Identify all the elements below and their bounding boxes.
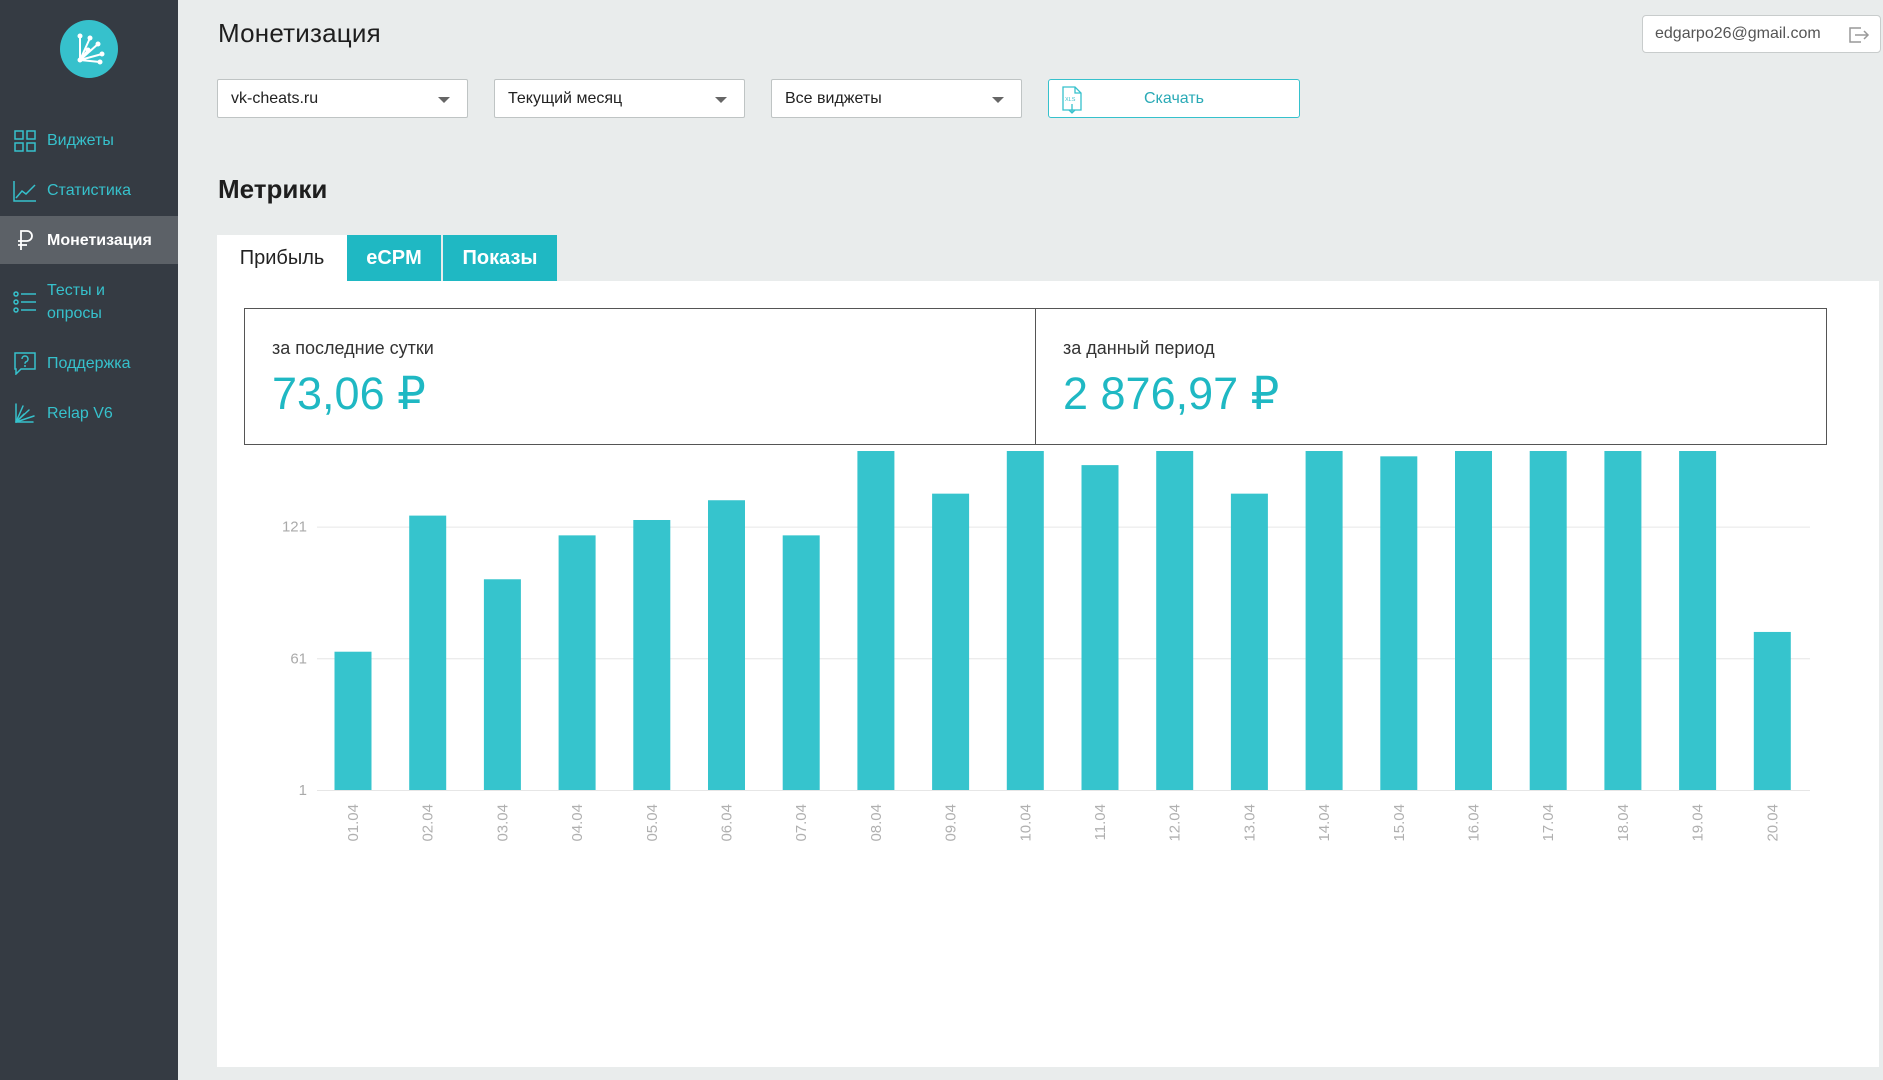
chart-bar: [1753, 631, 1791, 790]
x-tick-label: 15.04: [1391, 804, 1408, 842]
x-tick-label: 01.04: [345, 804, 362, 842]
chart-bar: [782, 535, 820, 790]
stat-label: за данный период: [1063, 338, 1215, 358]
sidebar-item-statistics[interactable]: Статистика: [0, 179, 178, 202]
x-tick-label: 02.04: [420, 804, 437, 842]
ruble-icon: [13, 228, 37, 252]
line-chart-icon: [13, 179, 37, 203]
user-account[interactable]: edgarpo26@gmail.com: [1642, 15, 1881, 53]
x-tick-label: 18.04: [1615, 804, 1632, 842]
x-tick-label: 10.04: [1017, 804, 1034, 842]
download-button-label: Скачать: [1144, 89, 1204, 107]
x-tick-label: 16.04: [1466, 804, 1483, 842]
tab-label: eCPM: [366, 246, 422, 269]
stats-summary: за последние сутки 73,06 ₽ за данный пер…: [244, 308, 1827, 445]
sidebar-item-label: Статистика: [47, 182, 132, 199]
chart-bar: [1604, 451, 1642, 790]
x-tick-label: 17.04: [1540, 804, 1557, 842]
logout-icon[interactable]: [1848, 25, 1870, 45]
x-tick-label: 20.04: [1764, 804, 1781, 842]
widgets-select[interactable]: Все виджеты: [771, 79, 1022, 118]
x-tick-label: 04.04: [569, 804, 586, 842]
x-tick-label: 08.04: [868, 804, 885, 842]
page-title: Монетизация: [218, 18, 381, 48]
x-tick-label: 06.04: [719, 804, 736, 842]
chart-bar: [409, 515, 447, 790]
relap-logo-icon: [77, 33, 105, 65]
sidebar-item-tests[interactable]: Тесты и опросы: [0, 279, 178, 325]
x-tick-label: 13.04: [1241, 804, 1258, 842]
widgets-select-value: Все виджеты: [785, 89, 882, 107]
sidebar-item-widgets[interactable]: Виджеты: [0, 129, 178, 152]
list-icon: [13, 290, 37, 314]
metrics-panel: за последние сутки 73,06 ₽ за данный пер…: [217, 281, 1879, 1067]
x-tick-label: 03.04: [494, 804, 511, 842]
chart-bar: [558, 535, 596, 790]
chart-bar: [1380, 456, 1418, 790]
x-tick-label: 09.04: [943, 804, 960, 842]
x-tick-label: 14.04: [1316, 804, 1333, 842]
sidebar-item-label: Поддержка: [47, 354, 131, 372]
tab-profit[interactable]: Прибыль: [217, 235, 347, 281]
chart-bar: [334, 651, 372, 790]
x-tick-label: 11.04: [1092, 804, 1109, 840]
tab-impressions[interactable]: Показы: [443, 235, 557, 281]
tab-label: Показы: [462, 246, 538, 269]
stat-last-day: за последние сутки 73,06 ₽: [245, 309, 1035, 444]
sidebar-item-label: Монетизация: [47, 231, 152, 249]
chevron-down-icon: [992, 97, 1004, 103]
period-select-value: Текущий месяц: [508, 89, 623, 107]
tab-ecpm[interactable]: eCPM: [347, 235, 441, 281]
profit-bar-chart: 225.1312161101.0402.0403.0404.0405.0406.…: [217, 451, 1879, 1061]
chevron-down-icon: [438, 97, 450, 103]
y-tick-label: 61: [290, 650, 307, 667]
sidebar-item-label: Relap V6: [47, 404, 113, 422]
chart-bar: [1006, 451, 1044, 790]
chart-bar: [1455, 451, 1492, 790]
y-tick-label: 121: [282, 519, 307, 536]
tab-label: Прибыль: [239, 246, 325, 269]
sidebar-item-label: Виджеты: [47, 132, 114, 149]
app-logo[interactable]: [60, 20, 118, 78]
relap-logo-icon: [13, 401, 37, 425]
grid-icon: [13, 129, 37, 153]
y-tick-label: 1: [299, 782, 307, 799]
chart-bar: [483, 579, 521, 790]
chart-bar: [1230, 493, 1268, 790]
site-select[interactable]: vk-cheats.ru: [217, 79, 468, 118]
chart-bar: [1679, 451, 1717, 790]
stat-value: 2 876,97 ₽: [1063, 368, 1280, 419]
sidebar-item-support[interactable]: Поддержка: [0, 350, 178, 376]
chart-bar: [1156, 451, 1194, 790]
stat-value: 73,06 ₽: [272, 368, 426, 419]
chart-bar: [932, 493, 970, 790]
sidebar-item-relap-v6[interactable]: Relap V6: [0, 400, 178, 426]
x-tick-label: 05.04: [644, 804, 661, 842]
sidebar: Виджеты Статистика Монетизация Тесты и о…: [0, 0, 178, 1080]
stat-period: за данный период 2 876,97 ₽: [1035, 309, 1826, 444]
xls-icon-label: XLS: [1065, 97, 1076, 103]
chart-svg: 225.1312161101.0402.0403.0404.0405.0406.…: [282, 451, 1810, 842]
period-select[interactable]: Текущий месяц: [494, 79, 745, 118]
site-select-value: vk-cheats.ru: [231, 89, 319, 107]
chevron-down-icon: [715, 97, 727, 103]
chart-bar: [708, 500, 745, 790]
download-button[interactable]: XLS Скачать: [1048, 79, 1300, 118]
stat-label: за последние сутки: [272, 338, 434, 358]
section-title: Метрики: [218, 174, 328, 204]
xls-file-icon: XLS: [1062, 86, 1082, 114]
x-tick-label: 19.04: [1690, 804, 1707, 842]
x-tick-label: 07.04: [793, 804, 810, 842]
user-email: edgarpo26@gmail.com: [1655, 25, 1821, 42]
sidebar-item-monetization[interactable]: Монетизация: [0, 216, 178, 264]
help-icon: [13, 351, 37, 375]
sidebar-item-label-line2: опросы: [47, 305, 102, 322]
sidebar-item-label: Тесты и: [47, 282, 105, 299]
x-tick-label: 12.04: [1167, 804, 1184, 842]
chart-bar: [633, 519, 671, 790]
chart-bar: [1529, 451, 1567, 790]
chart-bar: [1305, 451, 1343, 790]
chart-bar: [857, 451, 895, 790]
chart-bar: [1081, 465, 1119, 790]
